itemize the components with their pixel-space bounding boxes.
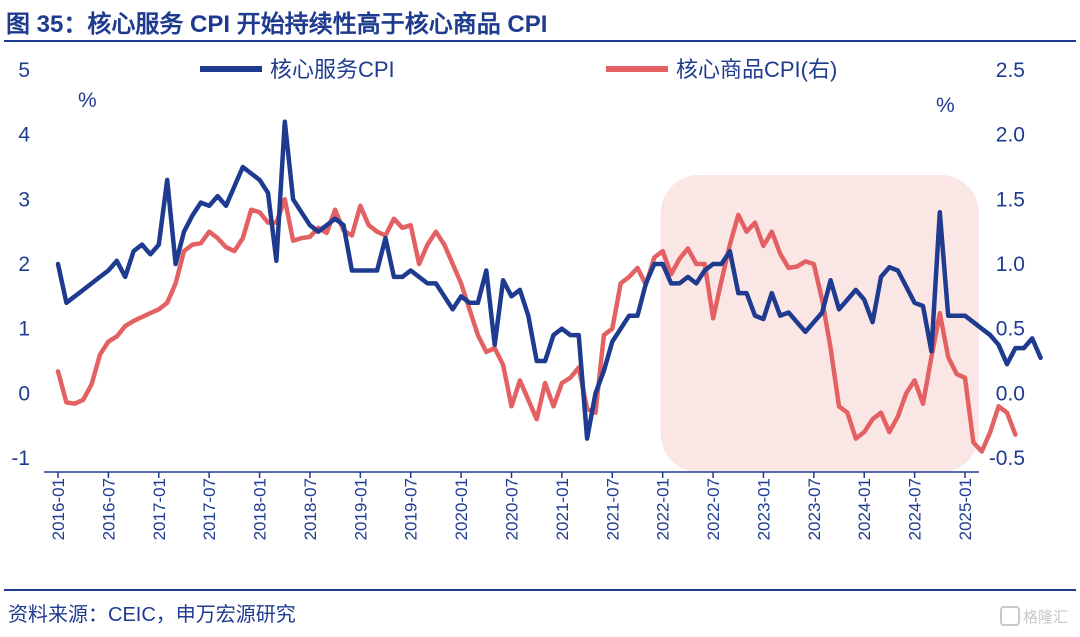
footer-divider (4, 589, 1076, 591)
x-tick-label: 2023-01 (754, 478, 773, 540)
x-tick-label: 2018-07 (301, 478, 320, 540)
series-line-core-goods (55, 197, 1018, 454)
x-tick-label: 2022-07 (704, 478, 723, 540)
x-tick-label: 2019-07 (402, 478, 421, 540)
x-tick-label: 2016-07 (99, 478, 118, 540)
chart: -1 0 1 2 3 4 5 -0.5 0.0 0.5 1.0 1.5 2.0 2.5 2016-01 201… (11, 57, 1043, 540)
x-tick-label: 2018-01 (251, 478, 270, 540)
x-tick-label: 2024-01 (855, 478, 874, 540)
source-note: 资料来源：CEIC，申万宏源研究 (8, 604, 296, 626)
title-divider (4, 40, 1076, 42)
x-tick-label: 2021-01 (553, 478, 572, 540)
x-tick-label: 2020-01 (452, 478, 471, 540)
watermark-logo-icon (999, 606, 1020, 626)
page-title: 图 35：核心服务 CPI 开始持续性高于核心商品 CPI (6, 11, 548, 38)
x-tick-label: 2021-07 (603, 478, 622, 540)
x-tick-label: 2019-01 (351, 478, 370, 540)
watermark-text: 格隆汇 (1022, 609, 1068, 626)
y-right-tick-label: 0.5 (996, 318, 1025, 341)
legend-label-goods: 核心商品CPI(右) (676, 57, 837, 82)
x-tick-label: 2023-07 (805, 478, 824, 540)
y-left-tick-label: -1 (11, 447, 30, 470)
x-tick-label: 2024-07 (906, 478, 925, 540)
watermark: 格隆汇 (999, 606, 1068, 627)
highlight-region (660, 175, 979, 472)
right-axis-unit: % (936, 94, 955, 117)
y-left-tick-label: 3 (18, 188, 30, 211)
y-left-tick-label: 0 (18, 382, 30, 405)
y-left-tick-label: 4 (18, 124, 30, 147)
x-tick-label: 2020-07 (503, 478, 522, 540)
x-tick-label: 2016-01 (49, 478, 68, 540)
x-tick-label: 2025-01 (956, 478, 975, 540)
y-right-tick-label: -0.5 (989, 447, 1025, 470)
y-right-tick-label: 2.5 (996, 59, 1025, 82)
legend-label-services: 核心服务CPI (270, 57, 395, 82)
y-left-tick-label: 1 (18, 318, 30, 341)
x-tick-label: 2017-01 (150, 478, 169, 540)
y-right-tick-label: 1.0 (996, 253, 1025, 276)
y-right-tick-label: 2.0 (996, 124, 1025, 147)
y-left-tick-label: 2 (18, 253, 30, 276)
y-left-tick-label: 5 (18, 59, 30, 82)
y-right-tick-label: 0.0 (996, 382, 1025, 405)
series-line-core-services (55, 119, 1043, 441)
y-right-tick-label: 1.5 (996, 188, 1025, 211)
x-tick-label: 2017-07 (200, 478, 219, 540)
x-tick-label: 2022-01 (654, 478, 673, 540)
left-axis-unit: % (78, 89, 97, 112)
